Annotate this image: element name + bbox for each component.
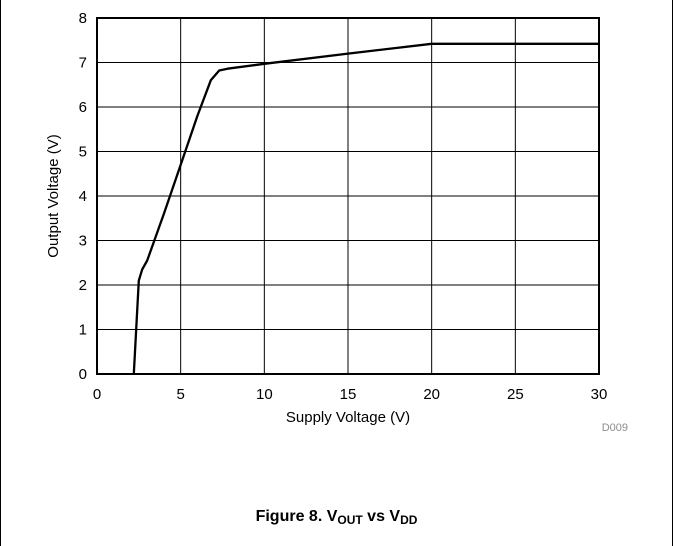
caption-middle: vs V	[362, 508, 401, 525]
x-tick-label: 15	[340, 386, 357, 403]
caption-sub-out: OUT	[337, 513, 363, 527]
y-tick-label: 6	[79, 99, 87, 116]
y-tick-label: 1	[79, 322, 87, 339]
caption-prefix: Figure 8. V	[255, 508, 338, 525]
x-tick-label: 10	[256, 386, 273, 403]
y-tick-label: 3	[79, 233, 87, 250]
x-tick-label: 30	[591, 386, 608, 403]
x-axis-label: Supply Voltage (V)	[286, 409, 410, 426]
series-line	[132, 42, 599, 375]
y-axis-label: Output Voltage (V)	[45, 134, 62, 257]
caption-sub-dd: DD	[400, 513, 418, 527]
figure-code: D009	[602, 422, 628, 434]
plot-area-frame	[96, 17, 600, 375]
x-tick-labels: 0 5 10 15 20 25 30	[93, 386, 608, 403]
y-tick-label: 5	[79, 144, 87, 161]
left-border-line	[0, 0, 1, 546]
y-tick-label: 7	[79, 55, 87, 72]
y-tick-label: 0	[79, 366, 87, 383]
grid-lines	[96, 17, 600, 375]
y-tick-label: 8	[79, 10, 87, 27]
figure-caption: Figure 8. VOUT vs VDD	[0, 508, 673, 527]
x-tick-label: 20	[423, 386, 440, 403]
vout-vs-vdd-chart: 0 5 10 15 20 25 30 0 1 2 3 4 5 6 7 8 Supply Voltage (V…	[45, 10, 628, 434]
y-tick-label: 2	[79, 277, 87, 294]
x-tick-label: 0	[93, 386, 101, 403]
x-tick-label: 25	[507, 386, 524, 403]
y-tick-label: 4	[79, 188, 87, 205]
x-tick-label: 5	[176, 386, 184, 403]
y-tick-labels: 0 1 2 3 4 5 6 7 8	[79, 10, 87, 383]
